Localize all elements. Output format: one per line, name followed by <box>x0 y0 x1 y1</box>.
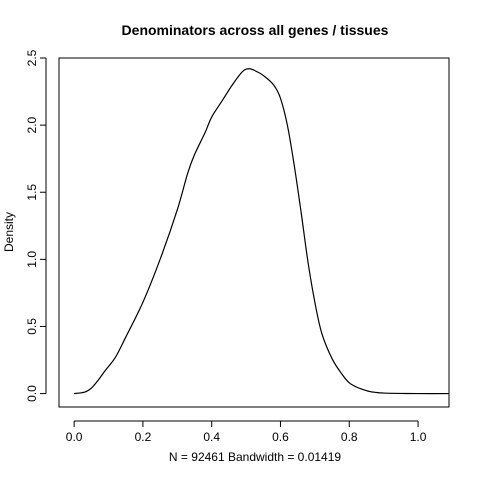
x-tick-label: 0.4 <box>203 430 220 444</box>
x-tick-label: 0.6 <box>272 430 289 444</box>
y-tick-label: 0.0 <box>25 385 39 402</box>
y-tick-label: 2.5 <box>25 49 39 66</box>
x-tick-label: 0.2 <box>135 430 152 444</box>
y-tick-label: 0.5 <box>25 318 39 335</box>
chart-title: Denominators across all genes / tissues <box>122 22 389 38</box>
y-axis: 0.0 0.5 1.0 1.5 2.0 2.5 <box>25 49 47 402</box>
plot-frame <box>58 57 450 408</box>
y-tick-label: 2.0 <box>25 116 39 133</box>
x-tick-label: 0.8 <box>341 430 358 444</box>
x-axis-label: N = 92461 Bandwidth = 0.01419 <box>169 450 341 464</box>
y-tick-label: 1.5 <box>25 184 39 201</box>
x-tick-label: 0.0 <box>66 430 83 444</box>
density-curve <box>74 68 450 395</box>
y-tick-label: 1.0 <box>25 251 39 268</box>
x-tick-label: 1.0 <box>410 430 427 444</box>
x-axis: 0.0 0.2 0.4 0.6 0.8 1.0 <box>66 420 427 444</box>
y-axis-label: Density <box>2 212 16 252</box>
